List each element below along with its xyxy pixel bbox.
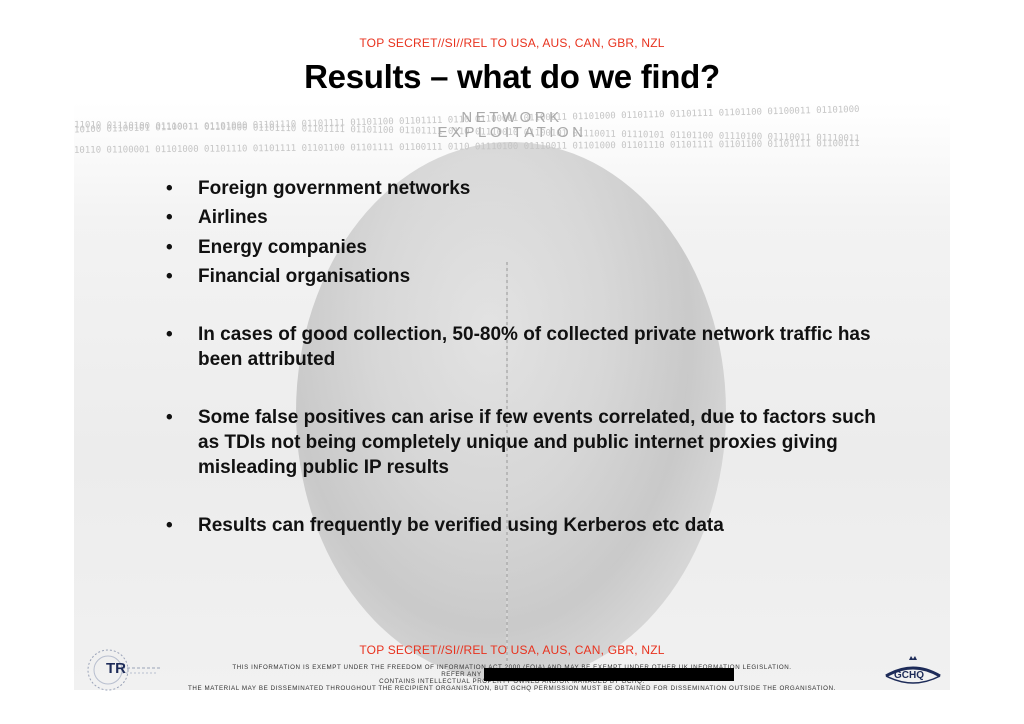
bullet-text: Energy companies: [198, 237, 367, 258]
bullet-text: Airlines: [198, 207, 268, 228]
classification-banner-top: TOP SECRET//SI//REL TO USA, AUS, CAN, GB…: [359, 36, 665, 50]
bullet-text: Results can frequently be verified using…: [198, 515, 724, 536]
legal-notice-line: Contains Intellectual Property owned and…: [379, 678, 645, 685]
bullet-marker: •: [166, 515, 173, 536]
gchq-logo: GCHQ: [880, 656, 946, 688]
gchq-logo-text: GCHQ: [894, 670, 924, 681]
network-exploitation-banner-line2: EXPLOITATION: [437, 124, 587, 141]
zipper-image: [506, 262, 508, 662]
bullet-text: Foreign government networks: [198, 178, 471, 199]
bullet-text: Financial organisations: [198, 266, 411, 287]
legal-notice-line: The material may be disseminated through…: [188, 685, 836, 692]
classification-banner-bottom: TOP SECRET//SI//REL TO USA, AUS, CAN, GB…: [359, 643, 665, 657]
slide-title: Results – what do we find?: [304, 58, 720, 95]
tr-logo-graphic: [87, 649, 162, 691]
bullet-text: In cases of good collection, 50-80% of c…: [198, 324, 871, 370]
globe-image: [296, 142, 726, 682]
redaction-bar: [484, 668, 734, 681]
bullet-marker: •: [166, 324, 173, 345]
bullet-marker: •: [166, 407, 173, 428]
bullet-marker: •: [166, 178, 173, 199]
background-panel: 10100 01100101 01100011 01101000 0110111…: [74, 102, 950, 690]
bullet-marker: •: [166, 207, 173, 228]
bullet-marker: •: [166, 237, 173, 258]
tr-logo: TR: [78, 646, 168, 692]
legal-notice-line: This information is exempt under the Fre…: [232, 664, 792, 671]
gchq-logo-graphic: [885, 656, 941, 684]
bullet-text: Some false positives can arise if few ev…: [198, 407, 876, 478]
tr-logo-text: TR: [106, 660, 126, 677]
network-exploitation-banner-line1: NETWORK: [461, 109, 563, 126]
bullet-marker: •: [166, 266, 173, 287]
